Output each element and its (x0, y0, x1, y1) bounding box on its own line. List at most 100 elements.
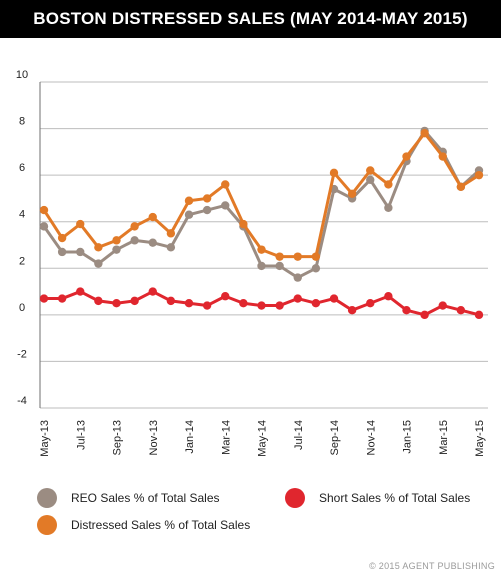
data-point (148, 238, 157, 247)
x-tick-label: Mar-15 (438, 420, 450, 455)
data-point (347, 189, 357, 198)
series-line-0 (42, 129, 481, 280)
y-tick-label: -4 (17, 395, 27, 407)
x-tick-label: May-13 (39, 420, 51, 457)
data-point (148, 287, 157, 296)
x-tick-label: May-15 (474, 420, 486, 457)
data-point (221, 180, 230, 189)
data-point (456, 306, 466, 315)
data-point (94, 243, 103, 252)
data-point (112, 236, 121, 245)
y-tick-label: -2 (17, 348, 27, 360)
data-point (438, 152, 447, 161)
data-point (57, 294, 67, 303)
data-point (293, 273, 302, 282)
data-point (420, 310, 429, 320)
data-point (94, 259, 103, 268)
legend-marker-distressed (37, 515, 57, 535)
data-point (402, 306, 411, 315)
data-point (456, 182, 466, 191)
x-tick-label: May-14 (257, 420, 269, 457)
data-point (239, 299, 248, 308)
legend-item-short: Short Sales % of Total Sales (285, 488, 470, 508)
data-point (384, 203, 393, 212)
x-tick-label: Jan-15 (402, 420, 414, 454)
data-point (166, 243, 176, 252)
data-point (94, 296, 103, 306)
legend-label-distressed: Distressed Sales % of Total Sales (71, 518, 251, 532)
data-point (166, 296, 176, 306)
data-point (402, 152, 411, 161)
x-tick-label: Jul-14 (293, 420, 305, 450)
y-tick-label: 6 (19, 162, 25, 174)
data-point (275, 261, 284, 271)
legend-marker-reo (37, 488, 57, 508)
data-point (202, 301, 212, 310)
data-point (311, 299, 321, 308)
data-point (347, 306, 357, 315)
data-point (130, 222, 139, 231)
x-tick-label: Nov-14 (365, 420, 377, 455)
copyright-text: © 2015 AGENT PUBLISHING (369, 561, 495, 571)
data-point (57, 247, 67, 257)
y-tick-label: 8 (19, 116, 25, 128)
data-point (166, 229, 176, 238)
x-tick-label: Jul-13 (75, 420, 87, 450)
data-point (221, 292, 230, 301)
data-point (57, 233, 67, 243)
data-point (184, 210, 194, 219)
data-point (148, 212, 157, 222)
data-point (311, 252, 321, 261)
data-point (384, 292, 393, 301)
data-point (275, 252, 284, 261)
data-point (76, 219, 85, 229)
data-point (420, 129, 429, 138)
data-point (293, 294, 302, 303)
data-point (239, 219, 248, 229)
y-tick-label: 2 (19, 255, 25, 267)
data-point (202, 194, 212, 203)
data-point (76, 287, 85, 296)
legend-label-short: Short Sales % of Total Sales (319, 491, 471, 505)
data-point (275, 301, 284, 310)
data-point (474, 310, 484, 320)
y-tick-label: 0 (19, 302, 25, 314)
data-point (474, 170, 484, 180)
x-tick-label: Jan-14 (184, 420, 196, 454)
x-tick-label: Sep-14 (329, 420, 341, 455)
data-point (184, 299, 194, 308)
data-point (257, 245, 266, 254)
data-point (130, 296, 139, 306)
data-point (39, 222, 49, 231)
data-point (130, 236, 139, 245)
x-tick-label: Mar-14 (220, 420, 232, 455)
data-point (366, 299, 375, 308)
data-point (366, 175, 375, 184)
legend-item-reo: REO Sales % of Total Sales (37, 488, 220, 508)
data-point (221, 201, 230, 210)
chart-title: BOSTON DISTRESSED SALES (MAY 2014-MAY 20… (0, 0, 501, 38)
x-tick-label: Nov-13 (148, 420, 160, 455)
y-tick-label: 4 (19, 209, 25, 221)
data-point (384, 180, 393, 189)
data-point (76, 247, 85, 257)
legend-marker-short (285, 488, 305, 508)
data-point (329, 294, 339, 303)
x-tick-label: Sep-13 (112, 420, 124, 455)
data-point (311, 264, 321, 273)
data-point (329, 168, 339, 178)
data-point (257, 261, 266, 271)
legend-item-distressed: Distressed Sales % of Total Sales (37, 515, 250, 535)
data-point (257, 301, 266, 310)
y-tick-label: 10 (16, 69, 28, 81)
data-point (112, 299, 121, 308)
data-point (366, 166, 375, 175)
data-point (39, 294, 49, 303)
legend-label-reo: REO Sales % of Total Sales (71, 491, 220, 505)
data-point (202, 205, 212, 215)
data-point (293, 252, 302, 261)
data-point (438, 301, 447, 310)
data-point (112, 245, 121, 254)
data-point (184, 196, 194, 205)
